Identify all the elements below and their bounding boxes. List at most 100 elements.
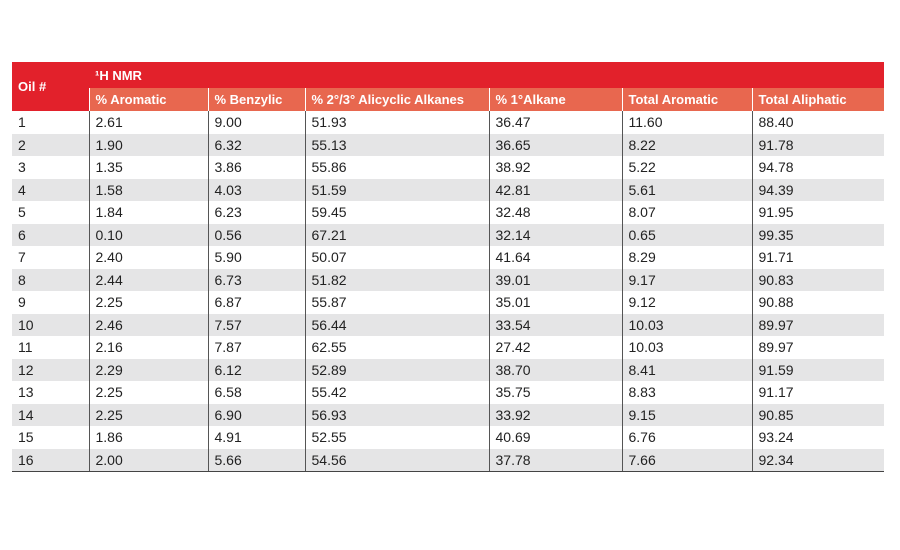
cell: 16 [12, 448, 89, 472]
cell: 6.73 [207, 268, 305, 291]
cell: 2.46 [88, 313, 208, 336]
cell: 51.82 [304, 268, 489, 291]
cell: 33.92 [488, 403, 622, 426]
cell: 6.12 [207, 358, 305, 381]
cell: 90.88 [751, 291, 885, 314]
cell: 59.45 [304, 201, 489, 224]
data-row: 8 2.44 6.73 51.82 39.01 9.17 90.83 [12, 268, 885, 291]
cell: 5 [18, 204, 26, 221]
group-header: ¹H NMR [89, 62, 885, 88]
cell: 10 [18, 316, 34, 333]
cell: 1.84 [88, 201, 208, 224]
cell: 92.34 [751, 448, 885, 472]
data-row: 3 1.35 3.86 55.86 38.92 5.22 94.78 [12, 156, 885, 179]
cell: 2 [18, 136, 26, 153]
cell: 2.00 [88, 448, 208, 472]
column-header-row: % Aromatic% Benzylic% 2°/3° Alicyclic Al… [12, 88, 885, 111]
cell: 50.07 [304, 246, 489, 269]
cell: 40.69 [488, 426, 622, 449]
column-header: Total Aliphatic [751, 88, 885, 111]
cell: 55.86 [304, 156, 489, 179]
cell: 2.44 [88, 268, 208, 291]
cell: 9.17 [621, 268, 752, 291]
cell: 9 [18, 294, 26, 311]
cell: 8.29 [621, 246, 752, 269]
cell: 6.58 [207, 381, 305, 404]
cell: 37.78 [488, 448, 622, 472]
cell: 33.54 [488, 313, 622, 336]
cell: 8.07 [621, 201, 752, 224]
column-header: % Benzylic [207, 88, 305, 111]
cell: 10.03 [621, 313, 752, 336]
data-row: 12 2.29 6.12 52.89 38.70 8.41 91.59 [12, 358, 885, 381]
cell: 91.71 [751, 246, 885, 269]
table-body: 1 2.61 9.00 51.93 36.47 11.60 88.40 2 1.90 6.32 55… [12, 111, 885, 472]
cell: 51.93 [304, 111, 489, 134]
cell: 0.10 [88, 223, 208, 246]
cell: 8.22 [621, 133, 752, 156]
data-row: 7 2.40 5.90 50.07 41.64 8.29 91.71 [12, 246, 885, 269]
cell: 8.41 [621, 358, 752, 381]
cell: 0.56 [207, 223, 305, 246]
cell: 8.83 [621, 381, 752, 404]
data-row: 14 2.25 6.90 56.93 33.92 9.15 90.85 [12, 403, 885, 426]
cell: 51.59 [304, 178, 489, 201]
cell: 14 [18, 406, 34, 423]
cell: 27.42 [488, 336, 622, 359]
cell: 36.47 [488, 111, 622, 134]
cell: 9.12 [621, 291, 752, 314]
cell: 11.60 [621, 111, 752, 134]
data-row: 10 2.46 7.57 56.44 33.54 10.03 89.97 [12, 313, 885, 336]
cell: 12 [18, 361, 34, 378]
cell: 5.90 [207, 246, 305, 269]
cell: 93.24 [751, 426, 885, 449]
oil-header: Oil # [12, 62, 89, 111]
data-row: 16 2.00 5.66 54.56 37.78 7.66 92.34 [12, 448, 885, 472]
cell: 6.23 [207, 201, 305, 224]
cell: 56.44 [304, 313, 489, 336]
data-row: 11 2.16 7.87 62.55 27.42 10.03 89.97 [12, 336, 885, 359]
cell: 56.93 [304, 403, 489, 426]
cell: 2.29 [88, 358, 208, 381]
cell: 2.25 [88, 291, 208, 314]
cell: 89.97 [751, 336, 885, 359]
cell: 6 [18, 226, 26, 243]
data-row: 6 0.10 0.56 67.21 32.14 0.65 99.35 [12, 223, 885, 246]
cell: 2.25 [88, 403, 208, 426]
cell: 6.90 [207, 403, 305, 426]
cell: 35.01 [488, 291, 622, 314]
cell: 7.87 [207, 336, 305, 359]
cell: 5.66 [207, 448, 305, 472]
cell: 32.48 [488, 201, 622, 224]
cell: 38.92 [488, 156, 622, 179]
cell: 88.40 [751, 111, 885, 134]
cell: 32.14 [488, 223, 622, 246]
cell: 3 [18, 159, 26, 176]
cell: 52.89 [304, 358, 489, 381]
cell: 2.25 [88, 381, 208, 404]
cell: 7 [18, 249, 26, 266]
cell: 91.95 [751, 201, 885, 224]
cell: 2.16 [88, 336, 208, 359]
data-row: 5 1.84 6.23 59.45 32.48 8.07 91.95 [12, 201, 885, 224]
cell: 55.13 [304, 133, 489, 156]
cell: 91.59 [751, 358, 885, 381]
cell: 36.65 [488, 133, 622, 156]
cell: 1.86 [88, 426, 208, 449]
cell: 55.87 [304, 291, 489, 314]
data-row: 1 2.61 9.00 51.93 36.47 11.60 88.40 [12, 111, 885, 134]
cell: 91.17 [751, 381, 885, 404]
cell: 42.81 [488, 178, 622, 201]
cell: 1.35 [88, 156, 208, 179]
cell: 90.85 [751, 403, 885, 426]
cell: 4 [18, 181, 26, 198]
cell: 6.32 [207, 133, 305, 156]
data-row: 9 2.25 6.87 55.87 35.01 9.12 90.88 [12, 291, 885, 314]
cell: 4.03 [207, 178, 305, 201]
cell: 62.55 [304, 336, 489, 359]
cell: 2.40 [88, 246, 208, 269]
cell: 8 [18, 271, 26, 288]
cell: 38.70 [488, 358, 622, 381]
data-row: 2 1.90 6.32 55.13 36.65 8.22 91.78 [12, 133, 885, 156]
